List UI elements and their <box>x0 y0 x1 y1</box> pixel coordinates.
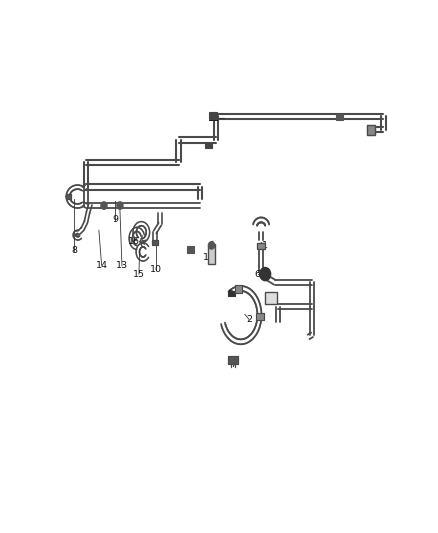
Bar <box>367 125 374 135</box>
Circle shape <box>208 241 215 249</box>
Circle shape <box>117 202 123 209</box>
Bar <box>258 243 265 249</box>
Bar <box>205 143 212 148</box>
Bar <box>258 243 265 249</box>
Bar <box>209 112 217 119</box>
Bar <box>235 285 242 293</box>
Text: 4: 4 <box>267 294 273 303</box>
Circle shape <box>101 202 107 209</box>
Bar <box>208 244 215 264</box>
Bar <box>228 291 235 296</box>
Bar <box>336 115 343 120</box>
Bar <box>256 313 264 320</box>
Bar <box>228 356 238 364</box>
Bar <box>228 356 238 364</box>
Text: 7: 7 <box>231 360 237 369</box>
Text: 1: 1 <box>261 241 268 250</box>
Bar <box>256 313 264 320</box>
Text: 13: 13 <box>116 261 128 270</box>
Text: 16: 16 <box>127 237 139 246</box>
Bar <box>367 125 374 135</box>
Text: 6: 6 <box>255 270 261 279</box>
Text: 11: 11 <box>203 253 215 262</box>
Text: 2: 2 <box>246 314 252 324</box>
Text: 15: 15 <box>133 270 145 279</box>
Text: 9: 9 <box>112 215 118 224</box>
Text: 14: 14 <box>95 261 108 270</box>
Circle shape <box>260 268 271 281</box>
Bar <box>152 240 158 245</box>
Text: 5: 5 <box>228 290 233 299</box>
Bar <box>66 193 71 199</box>
Bar <box>265 292 277 304</box>
Bar <box>66 193 71 199</box>
Text: 10: 10 <box>150 265 162 274</box>
Bar <box>235 285 242 293</box>
Text: 12: 12 <box>208 114 219 123</box>
Bar <box>187 246 194 253</box>
Text: 12: 12 <box>208 114 219 123</box>
Text: 8: 8 <box>71 246 78 255</box>
Bar <box>152 240 158 245</box>
